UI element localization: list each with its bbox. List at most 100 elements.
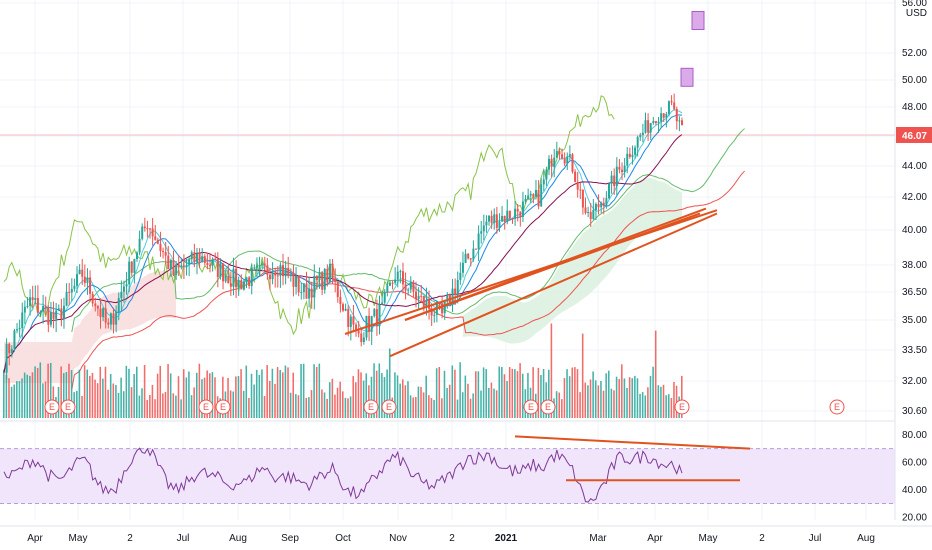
candle-body	[446, 294, 449, 302]
earnings-circle[interactable]	[198, 399, 214, 415]
last-price-badge[interactable]	[896, 126, 932, 143]
earnings-circle[interactable]	[44, 399, 60, 415]
volume-bar	[229, 390, 232, 418]
candle-body	[456, 279, 459, 294]
volume-bar	[47, 363, 49, 418]
earnings-marker[interactable]: E	[540, 399, 556, 415]
target-box[interactable]	[691, 11, 705, 30]
rsi-divergence-upper[interactable]	[514, 435, 751, 450]
x-tick-label: May	[699, 533, 718, 544]
volume-bar	[169, 373, 172, 418]
candle-body	[628, 153, 631, 157]
x-tick-label: Apr	[27, 533, 43, 544]
volume-bar	[284, 365, 287, 418]
volume-bar	[237, 376, 240, 418]
volume-bar	[151, 384, 154, 418]
volume-bar	[295, 394, 297, 418]
volume-bar	[459, 362, 461, 418]
volume-bar	[634, 375, 636, 418]
volume-bar	[185, 377, 188, 418]
candle-body	[195, 253, 198, 262]
earnings-marker[interactable]: E	[198, 399, 214, 415]
volume-bar	[282, 372, 284, 418]
candle-body	[190, 252, 193, 260]
candle-body	[506, 210, 509, 222]
earnings-marker[interactable]: E	[215, 399, 231, 415]
candle-body	[151, 228, 154, 237]
candle-body	[23, 306, 26, 313]
earnings-circle[interactable]	[540, 399, 556, 415]
candle-body	[443, 301, 446, 314]
candle-body	[477, 233, 480, 250]
candle-body	[13, 330, 16, 349]
volume-bar	[587, 385, 589, 418]
earnings-marker[interactable]: E	[44, 399, 60, 415]
candle-body	[240, 280, 243, 290]
earnings-circle[interactable]	[381, 399, 397, 415]
candle-body	[229, 283, 232, 287]
volume-bar	[673, 381, 675, 418]
candle-body	[292, 274, 295, 287]
candle-body	[493, 214, 496, 223]
volume-bar	[57, 386, 60, 418]
earnings-circle[interactable]	[523, 399, 539, 415]
earnings-circle[interactable]	[215, 399, 231, 415]
volume-bar	[261, 369, 263, 418]
candle-body	[459, 272, 462, 280]
volume-bar	[654, 330, 657, 418]
channel-lower-line[interactable]	[389, 212, 718, 358]
candle-body	[422, 296, 425, 307]
candle-body	[381, 302, 384, 305]
volume-bar	[44, 381, 47, 418]
candle-body	[662, 113, 665, 118]
earnings-circle[interactable]	[363, 399, 379, 415]
earnings-marker[interactable]: E	[523, 399, 539, 415]
earnings-marker[interactable]: E	[363, 399, 379, 415]
earnings-marker[interactable]: E	[60, 399, 76, 415]
candle-body	[203, 256, 206, 263]
target-box[interactable]	[680, 67, 694, 87]
volume-bar	[250, 373, 253, 418]
earnings-circle[interactable]	[829, 399, 845, 415]
candle-body	[156, 239, 159, 244]
earnings-marker[interactable]: E	[829, 399, 845, 415]
volume-bar	[521, 373, 524, 418]
volume-bar	[409, 395, 412, 418]
rsi-line	[3, 447, 683, 503]
candle-body	[540, 184, 543, 207]
candle-body	[639, 135, 642, 138]
volume-bar	[89, 375, 91, 418]
candle-body	[42, 306, 45, 312]
trend-lines[interactable]	[0, 11, 895, 358]
volume-bar	[464, 375, 467, 418]
volume-bar	[469, 398, 472, 418]
candle-body	[185, 264, 188, 267]
earnings-circle[interactable]	[674, 399, 690, 415]
candle-body	[227, 276, 230, 284]
inner-channel-lower-line[interactable]	[404, 212, 701, 321]
candle-body	[107, 322, 110, 325]
volume-bar	[222, 376, 224, 418]
candle-body	[302, 283, 305, 293]
candle-body	[545, 169, 548, 180]
candle-body	[370, 316, 373, 332]
volume-bar	[235, 376, 237, 418]
volume-bar	[446, 387, 448, 418]
earnings-marker[interactable]: E	[674, 399, 690, 415]
volume-bar	[383, 377, 386, 418]
volume-bar	[472, 393, 474, 418]
candle-body	[172, 259, 175, 275]
time-axis[interactable]: Apr May 2 Jul Aug Sep Oct Nov 2 2021 Mar Apr May 2 Jul…	[0, 525, 932, 544]
candle-body	[375, 309, 378, 327]
volume-bar	[78, 369, 81, 418]
price-axis[interactable]: 30.60 32.00 33.50 35.00 36.50 38.00 40.00 42.00…	[894, 0, 932, 523]
earnings-circle[interactable]	[60, 399, 76, 415]
volume-bar	[362, 380, 365, 418]
candle-body	[352, 316, 355, 325]
channel-upper-line[interactable]	[344, 209, 718, 335]
earnings-marker[interactable]: E	[381, 399, 397, 415]
volume-bar	[514, 369, 516, 418]
candle-body	[120, 291, 123, 299]
